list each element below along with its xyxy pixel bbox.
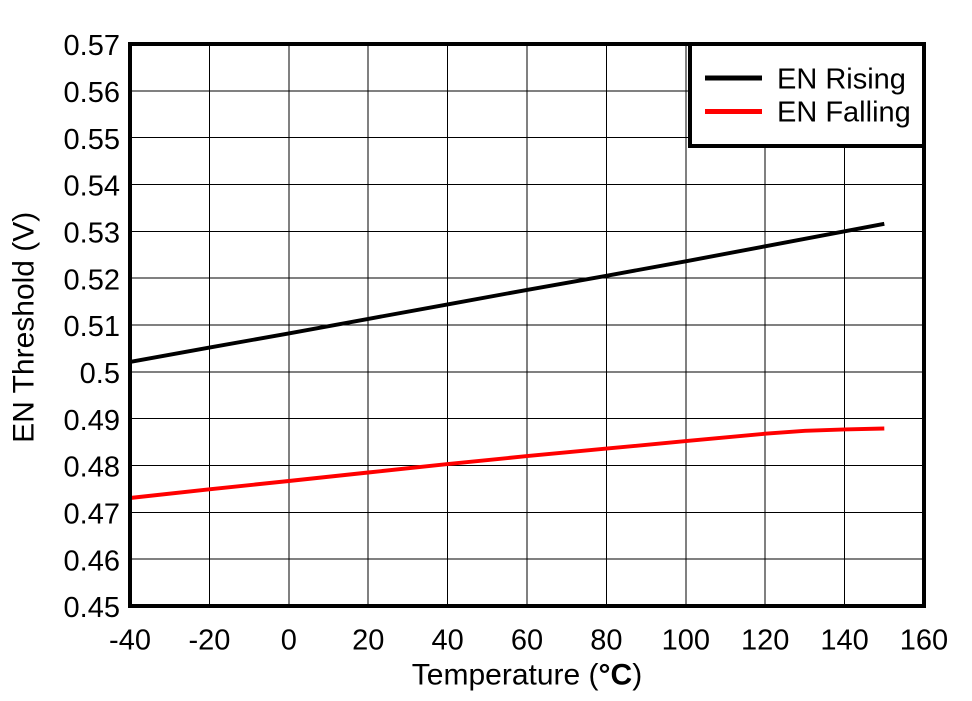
svg-text:0.52: 0.52: [64, 264, 120, 296]
svg-text:100: 100: [662, 625, 710, 657]
svg-text:0.51: 0.51: [64, 311, 120, 343]
svg-text:0.57: 0.57: [64, 30, 120, 62]
svg-text:40: 40: [431, 625, 463, 657]
svg-text:EN Rising: EN Rising: [777, 63, 906, 95]
svg-text:EN Falling: EN Falling: [777, 97, 911, 129]
svg-text:0.49: 0.49: [64, 405, 120, 437]
svg-text:0.56: 0.56: [64, 77, 120, 109]
svg-text:Temperature (°C): Temperature (°C): [412, 659, 642, 692]
svg-text:0.48: 0.48: [64, 452, 120, 484]
svg-text:80: 80: [590, 625, 622, 657]
svg-text:-20: -20: [188, 625, 230, 657]
svg-text:0.46: 0.46: [64, 545, 120, 577]
svg-text:60: 60: [511, 625, 543, 657]
svg-text:-40: -40: [109, 625, 151, 657]
svg-text:0.5: 0.5: [80, 358, 120, 390]
svg-text:0.53: 0.53: [64, 218, 120, 250]
svg-text:140: 140: [820, 625, 868, 657]
svg-text:20: 20: [352, 625, 384, 657]
svg-text:0.45: 0.45: [64, 592, 120, 624]
svg-text:0.55: 0.55: [64, 124, 120, 156]
svg-text:120: 120: [741, 625, 789, 657]
svg-text:0: 0: [281, 625, 297, 657]
svg-text:0.54: 0.54: [64, 171, 120, 203]
svg-text:160: 160: [900, 625, 948, 657]
svg-text:0.47: 0.47: [64, 499, 120, 531]
svg-text:EN Threshold (V): EN Threshold (V): [8, 212, 41, 443]
